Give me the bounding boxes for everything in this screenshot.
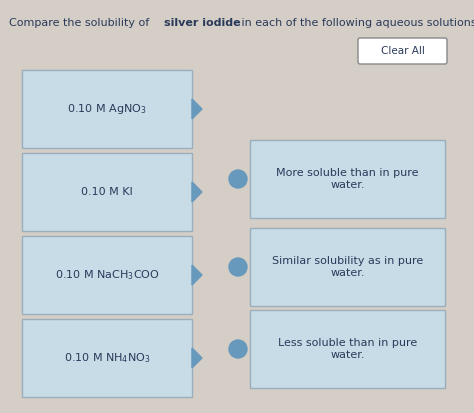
Polygon shape bbox=[192, 182, 202, 202]
Text: Compare the solubility of: Compare the solubility of bbox=[9, 18, 153, 28]
Text: Clear All: Clear All bbox=[381, 46, 424, 56]
FancyBboxPatch shape bbox=[250, 228, 445, 306]
FancyBboxPatch shape bbox=[22, 236, 192, 314]
FancyBboxPatch shape bbox=[250, 310, 445, 388]
FancyBboxPatch shape bbox=[22, 70, 192, 148]
Polygon shape bbox=[192, 99, 202, 119]
Text: silver iodide: silver iodide bbox=[164, 18, 240, 28]
Polygon shape bbox=[192, 265, 202, 285]
Polygon shape bbox=[192, 348, 202, 368]
Text: in each of the following aqueous solutions:: in each of the following aqueous solutio… bbox=[238, 18, 474, 28]
Text: Similar solubility as in pure
water.: Similar solubility as in pure water. bbox=[272, 256, 423, 278]
FancyBboxPatch shape bbox=[22, 319, 192, 397]
Text: 0.10 M NH$_4$NO$_3$: 0.10 M NH$_4$NO$_3$ bbox=[64, 351, 150, 365]
FancyBboxPatch shape bbox=[250, 140, 445, 218]
Text: Less soluble than in pure
water.: Less soluble than in pure water. bbox=[278, 338, 417, 360]
Text: 0.10 M NaCH$_3$COO: 0.10 M NaCH$_3$COO bbox=[55, 268, 159, 282]
Text: 0.10 M KI: 0.10 M KI bbox=[81, 187, 133, 197]
Text: More soluble than in pure
water.: More soluble than in pure water. bbox=[276, 168, 419, 190]
Circle shape bbox=[229, 258, 247, 276]
Circle shape bbox=[229, 170, 247, 188]
FancyBboxPatch shape bbox=[358, 38, 447, 64]
Circle shape bbox=[229, 340, 247, 358]
Text: 0.10 M AgNO$_3$: 0.10 M AgNO$_3$ bbox=[67, 102, 147, 116]
FancyBboxPatch shape bbox=[22, 153, 192, 231]
